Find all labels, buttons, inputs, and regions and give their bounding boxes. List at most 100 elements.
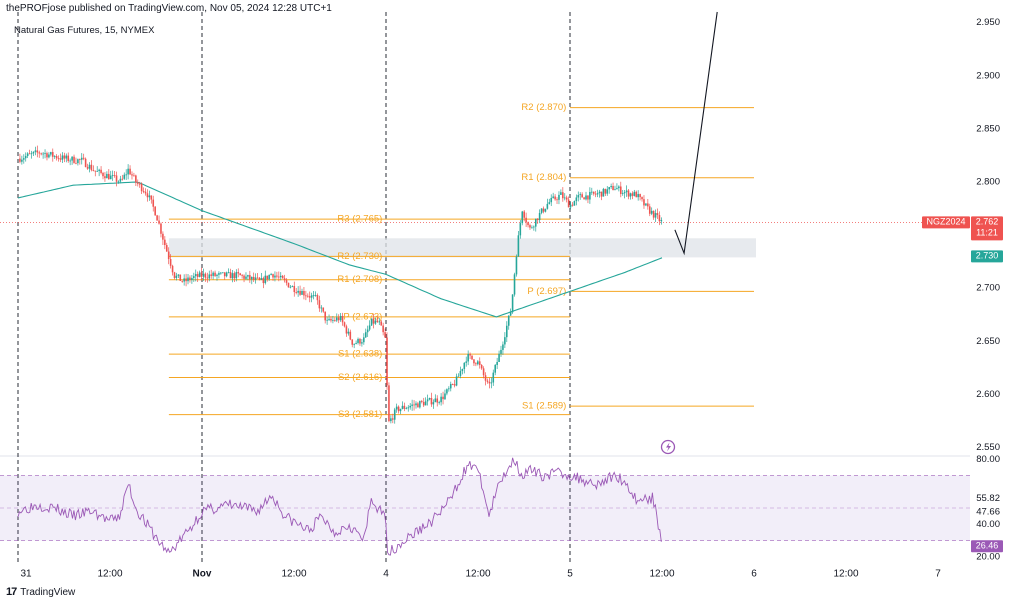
candle-body[interactable] bbox=[635, 191, 638, 198]
candle-body[interactable] bbox=[206, 277, 209, 279]
candle-body[interactable] bbox=[337, 317, 340, 321]
candle-body[interactable] bbox=[71, 156, 73, 161]
candle-body[interactable] bbox=[214, 272, 216, 276]
candle-body[interactable] bbox=[283, 278, 286, 281]
candle-body[interactable] bbox=[395, 406, 398, 410]
candle-body[interactable] bbox=[448, 388, 450, 390]
candle-body[interactable] bbox=[498, 353, 500, 363]
candle-body[interactable] bbox=[424, 401, 427, 406]
candle-body[interactable] bbox=[511, 294, 514, 313]
candle-body[interactable] bbox=[181, 280, 184, 282]
candle-body[interactable] bbox=[384, 332, 386, 338]
candle-body[interactable] bbox=[610, 185, 612, 188]
candle-body[interactable] bbox=[484, 375, 487, 381]
candle-body[interactable] bbox=[419, 401, 421, 408]
candle-body[interactable] bbox=[467, 353, 469, 362]
candle-body[interactable] bbox=[482, 368, 485, 376]
candle-body[interactable] bbox=[138, 183, 141, 185]
candle-body[interactable] bbox=[256, 277, 259, 279]
candle-body[interactable] bbox=[175, 275, 178, 278]
candle-body[interactable] bbox=[51, 152, 54, 157]
candle-body[interactable] bbox=[102, 172, 104, 177]
candle-body[interactable] bbox=[227, 272, 230, 273]
candle-body[interactable] bbox=[164, 239, 166, 246]
candle-body[interactable] bbox=[229, 272, 232, 279]
candle-body[interactable] bbox=[82, 157, 85, 159]
candle-body[interactable] bbox=[451, 384, 454, 385]
candle-body[interactable] bbox=[320, 307, 323, 309]
candle-body[interactable] bbox=[233, 273, 236, 279]
candle-body[interactable] bbox=[326, 319, 328, 321]
candle-body[interactable] bbox=[540, 208, 543, 214]
candle-body[interactable] bbox=[332, 320, 334, 321]
candle-body[interactable] bbox=[583, 197, 585, 200]
candle-body[interactable] bbox=[430, 398, 433, 405]
candle-body[interactable] bbox=[144, 191, 147, 194]
candle-body[interactable] bbox=[554, 196, 556, 200]
candle-body[interactable] bbox=[26, 153, 29, 157]
candle-body[interactable] bbox=[475, 363, 477, 365]
candle-body[interactable] bbox=[589, 191, 591, 200]
candle-body[interactable] bbox=[150, 195, 153, 200]
candle-body[interactable] bbox=[111, 175, 114, 176]
candle-body[interactable] bbox=[94, 170, 97, 172]
candle-body[interactable] bbox=[191, 278, 193, 281]
candle-body[interactable] bbox=[270, 274, 272, 276]
candle-body[interactable] bbox=[509, 312, 512, 316]
candle-body[interactable] bbox=[299, 290, 301, 295]
candle-body[interactable] bbox=[349, 331, 352, 340]
candle-body[interactable] bbox=[517, 235, 520, 257]
candle-body[interactable] bbox=[225, 272, 228, 277]
candle-body[interactable] bbox=[341, 315, 344, 323]
candle-body[interactable] bbox=[123, 174, 126, 179]
candle-body[interactable] bbox=[218, 273, 220, 275]
candle-body[interactable] bbox=[544, 208, 547, 212]
candle-body[interactable] bbox=[386, 337, 388, 386]
candle-body[interactable] bbox=[525, 217, 527, 223]
candle-body[interactable] bbox=[165, 245, 168, 252]
candle-body[interactable] bbox=[308, 296, 311, 298]
candle-body[interactable] bbox=[562, 192, 564, 199]
candle-body[interactable] bbox=[55, 156, 58, 159]
candle-body[interactable] bbox=[200, 272, 203, 277]
candle-body[interactable] bbox=[310, 295, 313, 298]
candle-body[interactable] bbox=[131, 174, 133, 176]
candle-body[interactable] bbox=[565, 197, 568, 200]
candle-body[interactable] bbox=[405, 408, 408, 410]
candle-body[interactable] bbox=[461, 368, 464, 371]
candle-body[interactable] bbox=[100, 169, 102, 173]
candle-body[interactable] bbox=[488, 381, 491, 384]
candle-body[interactable] bbox=[633, 191, 636, 196]
candle-body[interactable] bbox=[276, 275, 278, 277]
candle-body[interactable] bbox=[378, 321, 381, 323]
candle-body[interactable] bbox=[330, 318, 332, 321]
candle-body[interactable] bbox=[519, 223, 522, 236]
candle-body[interactable] bbox=[223, 272, 226, 277]
candle-body[interactable] bbox=[221, 272, 224, 274]
candle-body[interactable] bbox=[129, 168, 131, 175]
candle-body[interactable] bbox=[397, 406, 400, 412]
candle-body[interactable] bbox=[411, 404, 413, 406]
candle-body[interactable] bbox=[196, 274, 199, 277]
candle-body[interactable] bbox=[422, 401, 425, 406]
candle-body[interactable] bbox=[471, 355, 473, 360]
candle-body[interactable] bbox=[250, 276, 253, 280]
candle-body[interactable] bbox=[79, 159, 81, 161]
candle-body[interactable] bbox=[420, 401, 423, 402]
current-price-badge[interactable] bbox=[971, 216, 1003, 241]
candle-body[interactable] bbox=[478, 361, 481, 366]
candle-body[interactable] bbox=[627, 190, 630, 197]
candle-body[interactable] bbox=[492, 372, 495, 383]
candle-body[interactable] bbox=[262, 278, 265, 284]
candle-body[interactable] bbox=[415, 403, 417, 406]
candle-body[interactable] bbox=[480, 365, 483, 369]
candle-body[interactable] bbox=[307, 295, 309, 297]
candle-body[interactable] bbox=[193, 276, 195, 279]
candle-body[interactable] bbox=[119, 178, 122, 182]
candle-body[interactable] bbox=[372, 318, 375, 324]
candle-body[interactable] bbox=[426, 399, 429, 402]
candle-body[interactable] bbox=[463, 362, 466, 369]
candle-body[interactable] bbox=[44, 153, 46, 154]
candle-body[interactable] bbox=[212, 272, 214, 276]
candle-body[interactable] bbox=[569, 204, 572, 208]
